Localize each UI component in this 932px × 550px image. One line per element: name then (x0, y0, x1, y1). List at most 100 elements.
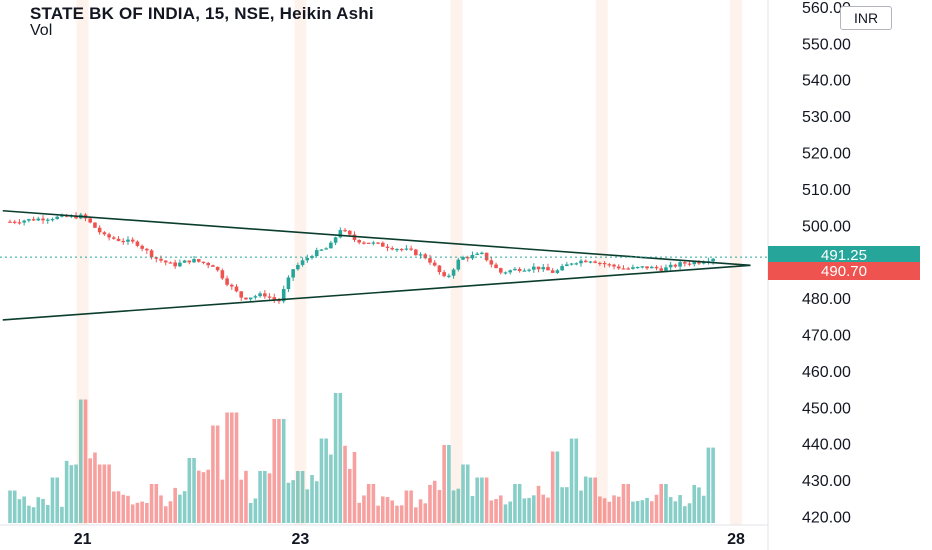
candle-body-31 (154, 257, 159, 259)
candle-body-138 (659, 268, 664, 271)
volume-bar-33 (163, 506, 168, 523)
candle-body-105 (503, 272, 508, 274)
volume-bar-120 (574, 438, 579, 523)
volume-bar-84 (404, 490, 409, 523)
candle-body-93 (447, 275, 451, 277)
candle-body-140 (668, 264, 673, 268)
candle-body-21 (107, 234, 111, 238)
volume-bar-51 (248, 502, 253, 523)
volume-bar-116 (555, 451, 560, 523)
volume-bar-52 (253, 498, 258, 523)
candle-body-113 (541, 267, 546, 270)
session-band-0 (76, 0, 89, 525)
volume-bar-25 (126, 495, 130, 523)
volume-bar-111 (532, 495, 536, 523)
candle-body-26 (130, 239, 135, 242)
volume-bar-59 (286, 482, 291, 523)
volume-bar-85 (409, 490, 413, 523)
candle-body-80 (385, 246, 390, 249)
volume-bar-100 (480, 477, 484, 523)
session-band-2 (450, 0, 463, 525)
candle-body-19 (97, 227, 102, 233)
candle-body-87 (418, 254, 423, 256)
candle-body-74 (357, 239, 362, 243)
volume-bar-42 (206, 469, 210, 523)
candle-body-44 (215, 266, 220, 271)
volume-bar-145 (692, 484, 697, 523)
candle-body-109 (522, 270, 527, 272)
volume-bar-126 (602, 498, 607, 523)
volume-bar-44 (215, 425, 220, 523)
candle-body-55 (267, 296, 272, 298)
volume-bar-76 (366, 484, 371, 523)
volume-bar-130 (621, 484, 626, 523)
candle-body-117 (560, 266, 564, 271)
volume-bar-98 (470, 496, 475, 523)
session-band-3 (595, 0, 608, 525)
volume-bar-114 (546, 497, 550, 523)
candle-body-14 (74, 215, 78, 219)
volume-bar-61 (296, 471, 300, 523)
candles (8, 212, 715, 304)
volume-bar-55 (267, 473, 272, 523)
volume-bar-140 (668, 497, 673, 523)
volume-bar-122 (583, 476, 588, 523)
volume-bar-107 (513, 484, 517, 523)
time-tick-label-2: 28 (727, 531, 745, 548)
volume-bar-119 (569, 438, 574, 523)
volume-bar-54 (263, 471, 267, 523)
volume-bar-39 (192, 458, 196, 523)
volume-bar-60 (291, 480, 295, 523)
candle-body-135 (645, 266, 649, 269)
candle-body-32 (159, 258, 163, 261)
currency-button[interactable]: INR (840, 6, 892, 30)
candle-body-3 (22, 220, 26, 223)
volume-bars (8, 393, 715, 523)
candle-body-137 (654, 266, 659, 269)
volume-bar-83 (399, 505, 404, 523)
volume-bar-45 (220, 479, 225, 523)
volume-bar-144 (687, 503, 692, 523)
candle-body-48 (234, 286, 239, 292)
volume-bar-138 (659, 484, 664, 523)
candle-body-28 (140, 245, 144, 249)
candle-body-29 (145, 248, 149, 251)
candle-body-30 (149, 250, 154, 258)
volume-bar-110 (527, 497, 531, 523)
volume-bar-128 (612, 495, 616, 523)
volume-bar-97 (465, 464, 470, 523)
volume-bar-132 (631, 501, 635, 523)
volume-bar-38 (187, 458, 192, 523)
volume-bar-18 (93, 452, 97, 523)
candle-body-70 (338, 230, 343, 238)
price-tick-label-3: 530.00 (802, 109, 851, 126)
candle-body-92 (442, 272, 446, 277)
volume-bar-19 (97, 464, 102, 523)
candle-body-27 (135, 241, 140, 246)
candle-body-103 (494, 264, 498, 269)
candle-body-75 (362, 242, 366, 244)
previous-close-badge: 490.70 (768, 262, 920, 280)
candle-body-4 (27, 219, 31, 221)
volume-bar-14 (74, 464, 78, 523)
candle-body-43 (211, 265, 215, 267)
volume-bar-58 (281, 419, 286, 523)
volume-bar-109 (522, 498, 527, 523)
volume-bar-124 (593, 477, 597, 523)
candle-body-22 (112, 237, 116, 239)
volume-bar-37 (182, 491, 187, 523)
trendline-lower (2, 264, 751, 321)
candle-body-120 (574, 263, 579, 265)
candle-body-89 (428, 258, 432, 263)
candle-body-141 (673, 264, 678, 267)
candle-body-2 (17, 222, 22, 224)
candle-body-115 (550, 270, 555, 273)
candle-body-143 (683, 262, 687, 264)
volume-bar-23 (116, 491, 121, 523)
candle-body-130 (621, 268, 626, 270)
candle-body-146 (697, 261, 701, 264)
volume-bar-3 (22, 496, 26, 523)
time-tick-label-1: 23 (292, 531, 310, 548)
volume-bar-57 (277, 419, 281, 523)
volume-label: Vol (30, 22, 53, 39)
